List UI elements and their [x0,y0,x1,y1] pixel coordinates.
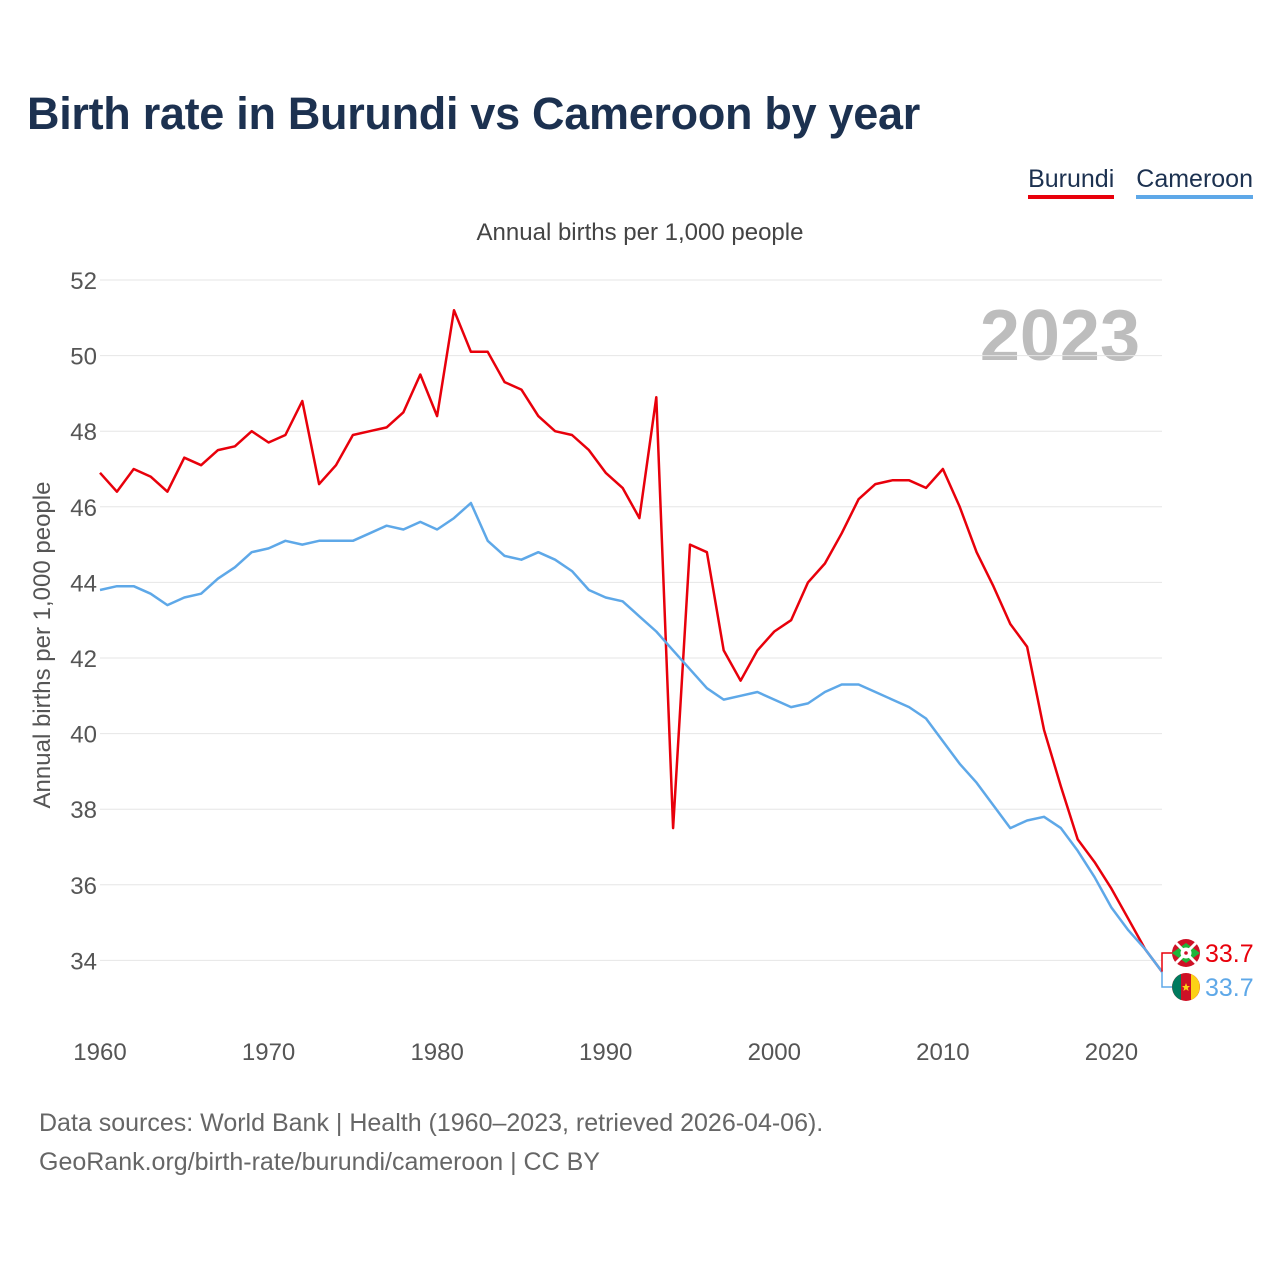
x-tick-label: 1970 [242,1039,295,1066]
end-value-cameroon: 33.7 [1205,974,1254,1002]
y-tick-label: 50 [70,344,97,371]
series-line-cameroon [99,501,1164,973]
x-axis-ticks: 1960 1970 1980 1990 2000 2010 2020 [73,1039,1138,1066]
line-chart: Annual births per 1,000 people Annual bi… [29,219,1254,1066]
legend-item-burundi[interactable]: Burundi [1028,165,1115,199]
x-tick-label: 1990 [579,1039,632,1066]
legend-item-cameroon[interactable]: Cameroon [1136,165,1253,199]
flag-cameroon-icon [1172,973,1200,1001]
chart-title: Birth rate in Burundi vs Cameroon by yea… [27,88,920,139]
y-tick-label: 42 [70,646,97,673]
series-lines [99,308,1164,973]
chart-subtitle: Annual births per 1,000 people [477,219,804,246]
footer: Data sources: World Bank | Health (1960–… [39,1104,823,1182]
y-tick-label: 40 [70,722,97,749]
x-tick-label: 2010 [916,1039,969,1066]
series-line-burundi [99,308,1164,973]
end-connector [1161,971,1172,988]
y-axis-label: Annual births per 1,000 people [29,482,56,809]
legend: Burundi Cameroon [1028,165,1253,199]
end-connector [1161,952,1172,972]
y-tick-label: 48 [70,419,97,446]
footer-url[interactable]: GeoRank.org/birth-rate/burundi/cameroon … [39,1148,600,1176]
y-tick-label: 38 [70,797,97,824]
end-value-burundi: 33.7 [1205,940,1254,968]
x-tick-label: 1980 [410,1039,463,1066]
flag-burundi-icon [1172,939,1200,967]
footer-sources: Data sources: World Bank | Health (1960–… [39,1109,824,1137]
x-tick-label: 2020 [1085,1039,1138,1066]
y-tick-label: 52 [70,268,97,295]
gridlines [100,279,1162,961]
y-axis-ticks: 34 36 38 40 42 44 46 48 50 52 [70,268,97,975]
x-tick-label: 1960 [73,1039,126,1066]
year-watermark: 2023 [980,296,1140,376]
y-tick-label: 36 [70,873,97,900]
y-tick-label: 46 [70,495,97,522]
y-tick-label: 44 [70,570,97,597]
y-tick-label: 34 [70,948,97,975]
x-tick-label: 2000 [748,1039,801,1066]
end-labels: 33.7 33.7 [1161,939,1254,1002]
